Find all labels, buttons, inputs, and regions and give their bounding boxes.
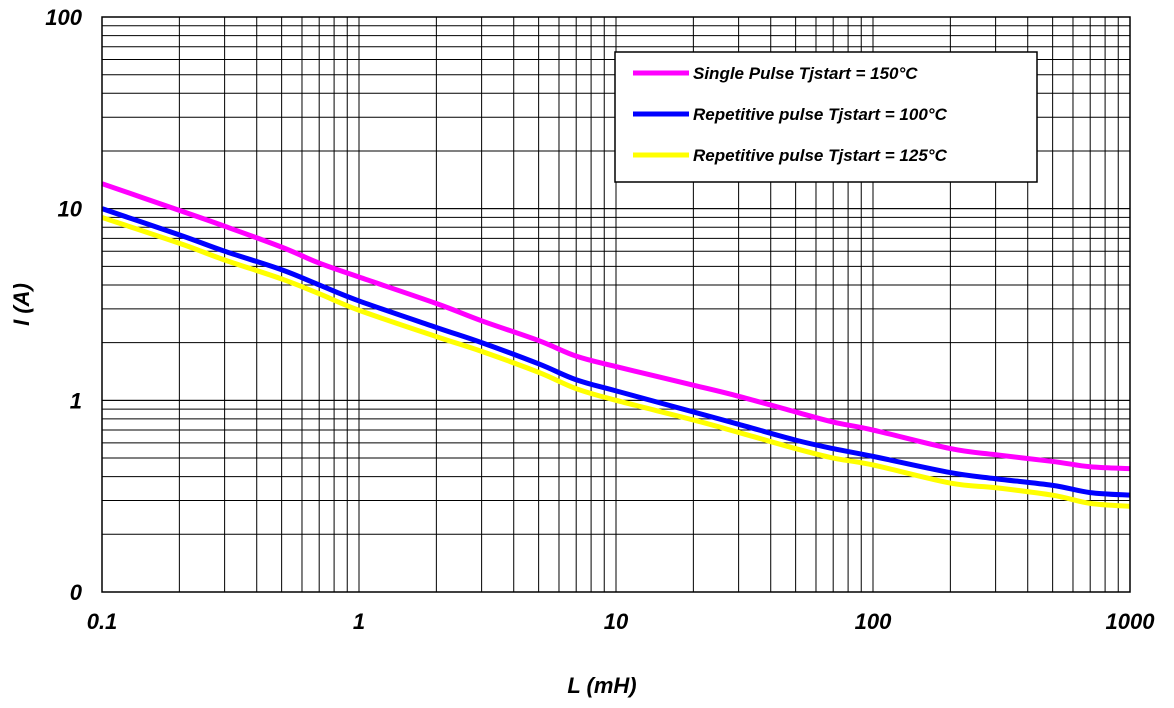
legend: Single Pulse Tjstart = 150°C Repetitive p… [614,51,1038,183]
y-tick-label: 100 [45,5,82,30]
x-tick-label: 100 [855,609,892,634]
legend-label: Single Pulse Tjstart = 150°C [693,64,918,83]
legend-label: Repetitive pulse Tjstart = 125°C [693,146,948,165]
x-tick-label: 0.1 [87,609,118,634]
y-tick-label: 1 [70,388,82,413]
y-axis-title: I (A) [9,283,34,326]
x-tick-label: 10 [604,609,629,634]
x-tick-label: 1000 [1106,609,1156,634]
y-tick-label: 0 [70,580,83,605]
x-tick-label: 1 [353,609,365,634]
legend-label: Repetitive pulse Tjstart = 100°C [693,105,948,124]
plot-area [101,16,1131,593]
series-lines [101,181,1131,509]
series-line-1 [101,181,1131,472]
x-axis-title: L (mH) [567,673,636,698]
y-tick-label: 10 [58,197,83,222]
series-line-3 [101,215,1131,509]
tick-labels: 0.1 1 10 100 1000 0 1 10 100 [45,5,1155,634]
series-line-2 [101,206,1131,498]
